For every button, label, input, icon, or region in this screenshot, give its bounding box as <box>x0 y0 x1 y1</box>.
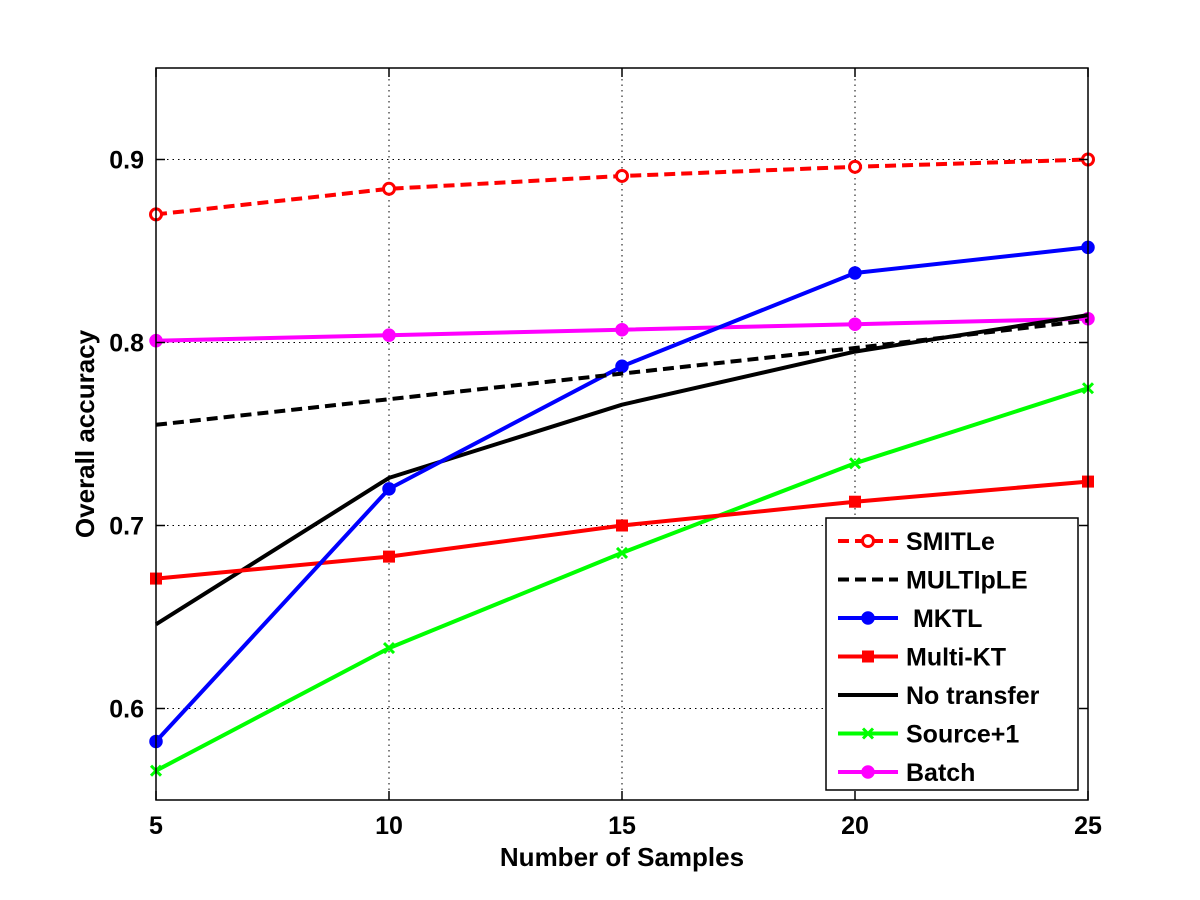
legend-entry-smitle: SMITLe <box>838 528 995 556</box>
x-tick-label: 10 <box>375 812 403 840</box>
x-axis-label: Number of Samples <box>500 842 744 872</box>
legend-label: No transfer <box>906 682 1040 710</box>
data-point-multi-kt <box>849 495 861 508</box>
legend-label: MULTIpLE <box>906 567 1028 595</box>
series-source-1 <box>149 382 1095 777</box>
y-axis-label: Overall accuracy <box>70 329 100 538</box>
data-point-batch <box>382 328 396 342</box>
legend-entry-mktl: MKTL <box>838 605 982 633</box>
data-point-smitle <box>848 159 862 174</box>
data-point-smitle <box>615 168 629 183</box>
data-point-multi-kt <box>383 550 395 563</box>
legend-entry-batch: Batch <box>838 759 975 787</box>
data-point-mktl <box>615 359 629 374</box>
series-no-transfer <box>154 313 1089 626</box>
data-point-source-1 <box>848 457 862 470</box>
legend: SMITLe MULTIpLE MKTL Multi-KT No transfer So… <box>825 517 1079 791</box>
y-tick-label: 0.6 <box>109 696 144 724</box>
y-tick-label: 0.8 <box>109 330 144 358</box>
legend-entry-multi-kt: Multi-KT <box>838 644 1006 672</box>
legend-marker <box>862 650 874 663</box>
legend-label: Batch <box>906 759 975 787</box>
legend-marker <box>861 611 875 625</box>
y-tick-label: 0.7 <box>109 513 144 541</box>
legend-entry-no-transfer: No transfer <box>838 682 1040 710</box>
legend-marker <box>861 727 875 740</box>
legend-label: Multi-KT <box>906 644 1006 672</box>
legend-marker <box>861 765 875 779</box>
x-tick-label: 20 <box>841 812 869 840</box>
series-smitle <box>149 152 1095 222</box>
y-tick-label: 0.9 <box>109 147 144 175</box>
x-tick-label: 25 <box>1074 812 1102 840</box>
legend-marker <box>861 534 875 548</box>
series-line-no-transfer <box>154 313 1089 626</box>
legend-entry-source-1: Source+1 <box>838 721 1019 749</box>
x-tick-label: 15 <box>608 812 636 840</box>
data-point-source-1 <box>382 642 396 655</box>
series-line-multiple <box>155 318 1089 427</box>
data-point-smitle <box>382 181 396 196</box>
data-point-batch <box>615 322 629 337</box>
data-point-mktl <box>382 482 396 496</box>
series-multiple <box>155 318 1089 427</box>
legend-label: Source+1 <box>906 721 1019 749</box>
legend-label: SMITLe <box>906 528 995 556</box>
legend-entry-multiple: MULTIpLE <box>838 567 1028 595</box>
data-point-multi-kt <box>616 519 628 532</box>
data-point-batch <box>848 317 862 331</box>
legend-label: MKTL <box>906 605 982 633</box>
x-tick-label: 5 <box>149 812 163 840</box>
axis-ticks: 5 10 15 20 25 0.6 0.7 0.8 0.9 <box>109 68 1102 840</box>
data-point-mktl <box>848 266 862 280</box>
data-point-source-1 <box>615 546 629 560</box>
